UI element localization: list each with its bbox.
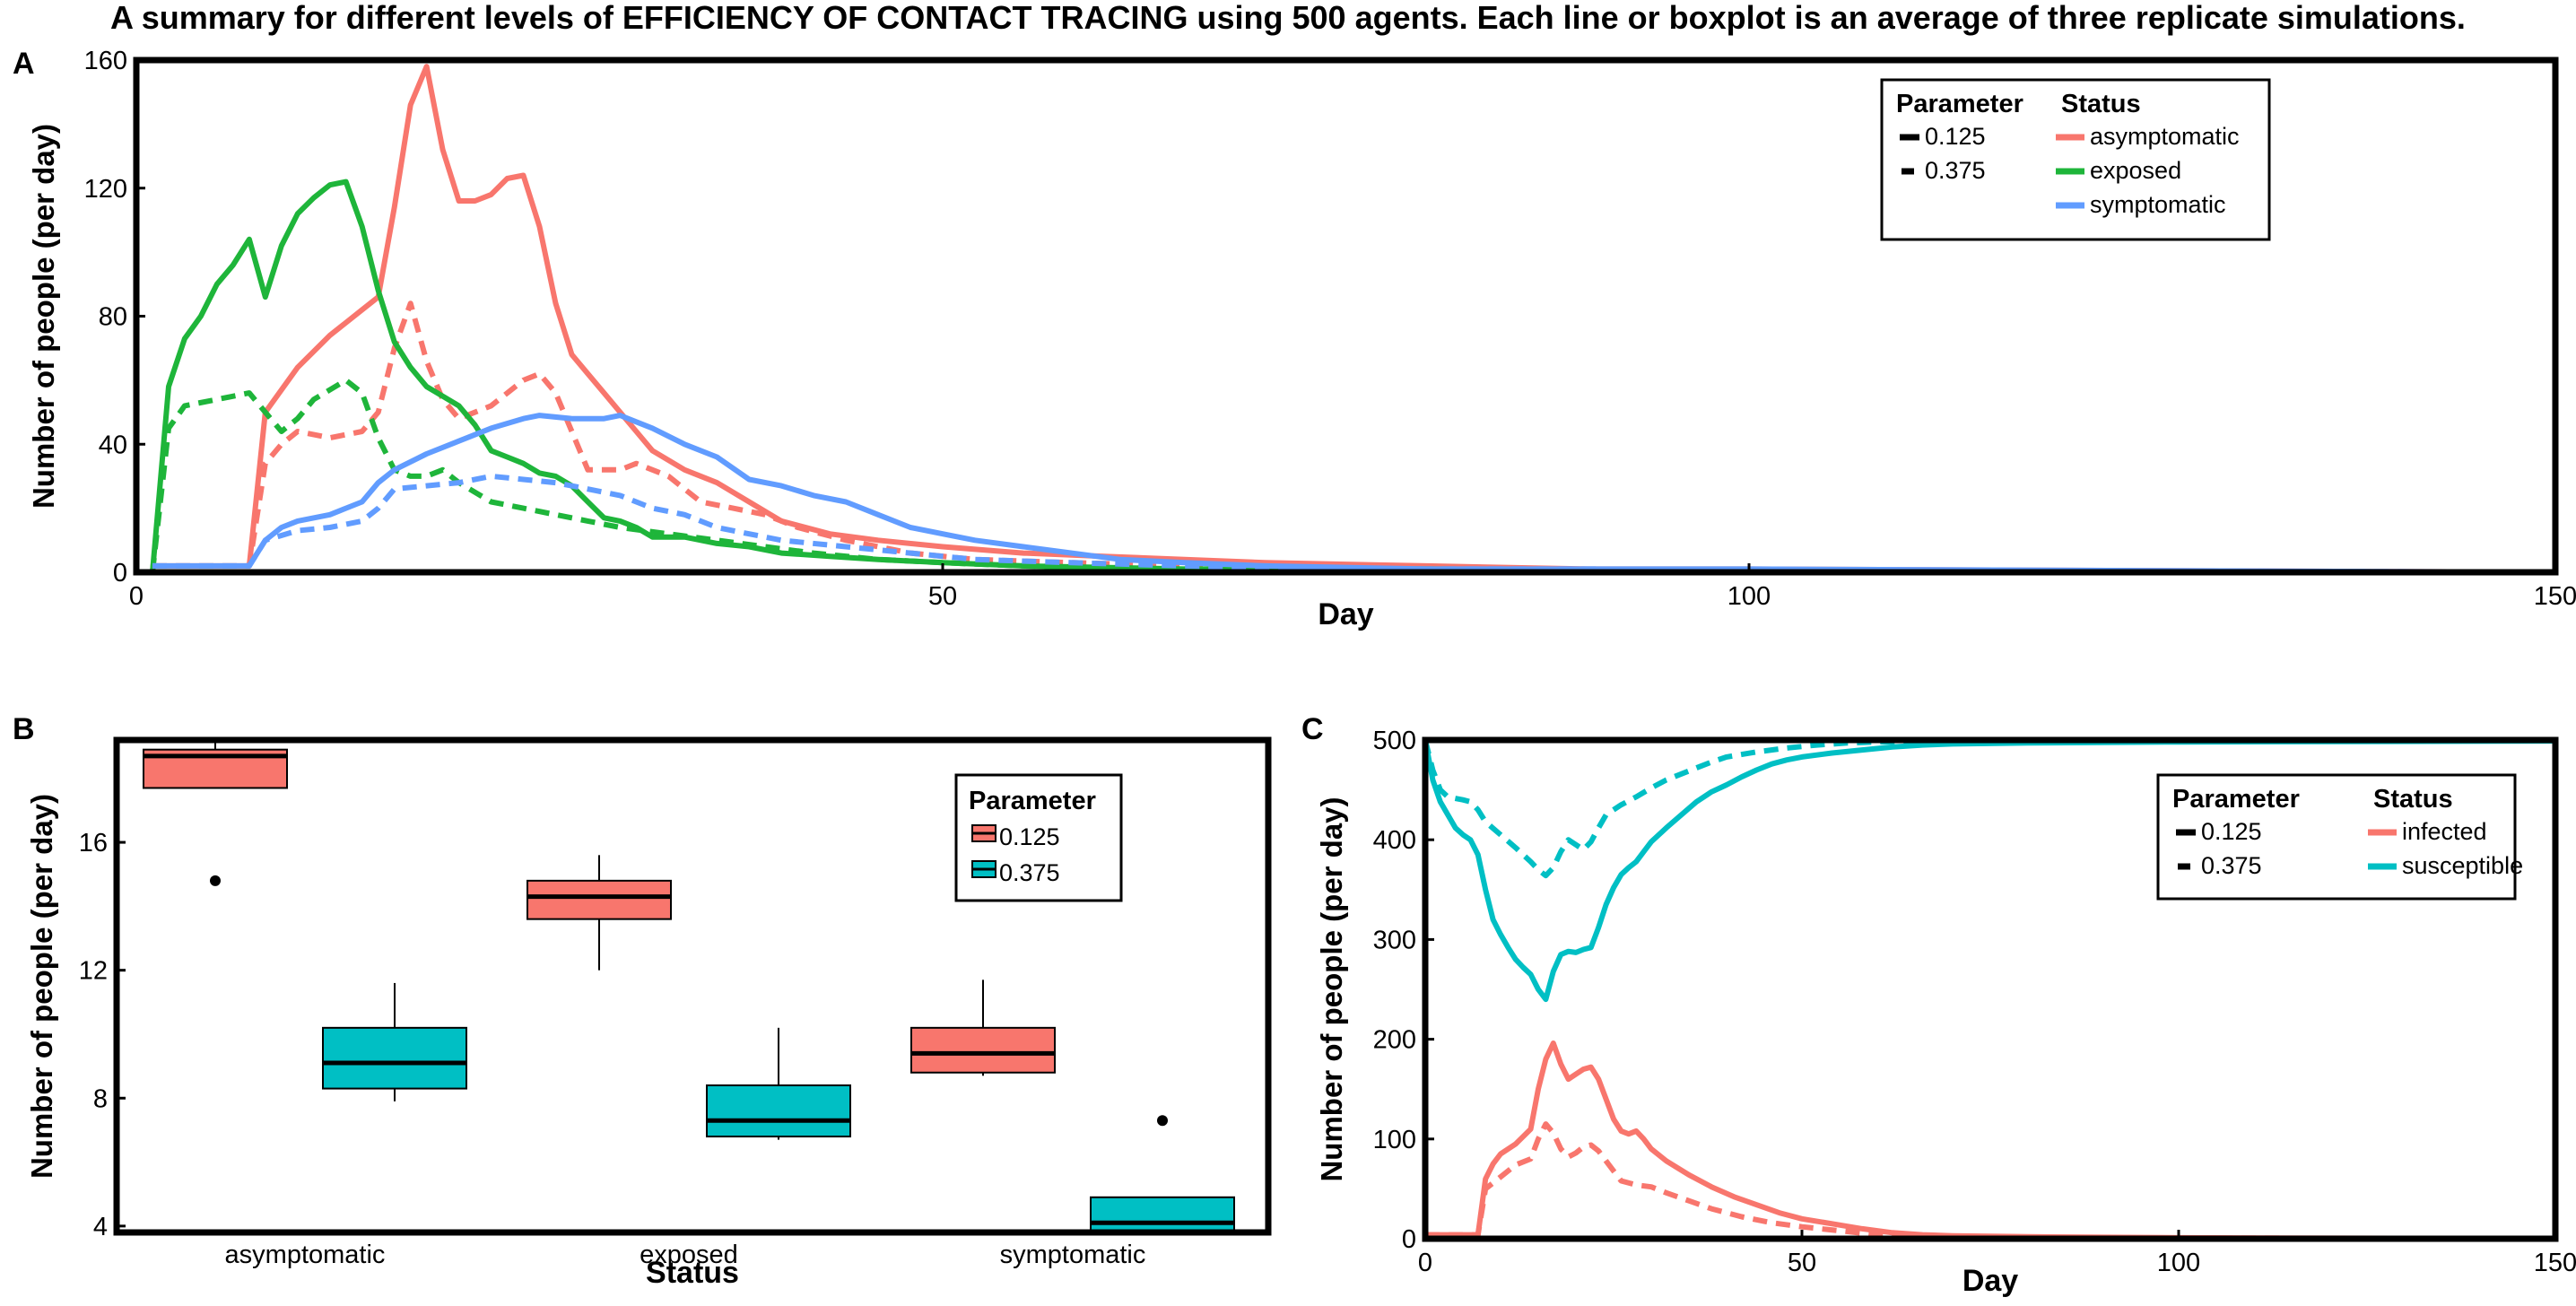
legend-title-parameter: Parameter — [2172, 785, 2300, 814]
x-tick-label: 50 — [928, 582, 957, 611]
series-susceptible-0_125 — [1423, 738, 2556, 1003]
box-iqr — [527, 879, 672, 920]
legend-label-status: susceptible — [2402, 852, 2523, 879]
outlier-point — [1157, 1115, 1168, 1127]
series-susceptible-0_375 — [1423, 737, 2555, 879]
panel-a: A 0 50 100 150 0 40 80 120 160 Day Number of peopl… — [13, 47, 2576, 631]
plot-frame — [1422, 736, 2559, 1242]
box-iqr — [1090, 1196, 1235, 1232]
x-tick-label: symptomatic — [1000, 1241, 1146, 1269]
y-tick-label: 0 — [113, 559, 127, 588]
legend-label-parameter: 0.125 — [2201, 818, 2262, 845]
y-tick-label: 500 — [1373, 727, 1416, 755]
panel-a-letter: A — [13, 47, 35, 81]
legend-label-parameter: 0.375 — [999, 859, 1060, 886]
legend: Parameter Status 0.125 0.375 infected suscept… — [2156, 773, 2523, 901]
y-tick-label: 200 — [1373, 1026, 1416, 1055]
legend-label-parameter: 0.125 — [1925, 123, 1986, 150]
figure-title: A summary for different levels of EFFICI… — [110, 0, 2466, 36]
plot-frame — [113, 736, 1272, 1236]
legend-title-parameter: Parameter — [1896, 90, 2023, 118]
series-infected-0_375 — [1425, 1121, 2556, 1241]
panel-b: B 4 8 12 16 asymptomatic exposed symptomatic St… — [13, 712, 1272, 1290]
legend-label-parameter: 0.375 — [1925, 157, 1986, 184]
y-tick-label: 120 — [84, 175, 127, 204]
y-tick-label: 0 — [1402, 1225, 1416, 1254]
outlier-point — [210, 875, 221, 886]
series-exposed-0_375 — [150, 377, 2556, 575]
y-tick-label: 160 — [84, 47, 127, 75]
legend-label-status: infected — [2402, 818, 2487, 845]
legend: Parameter Status 0.125 0.375 asymptomatic exp… — [1880, 78, 2271, 241]
series-symptomatic-0_375 — [152, 473, 2556, 575]
boxplot-area — [143, 740, 1235, 1232]
box-symptomatic-0_125 — [910, 980, 1056, 1076]
x-tick-label: 150 — [2534, 582, 2576, 611]
y-axis-label: Number of people (per day) — [27, 124, 60, 509]
legend-label-status: asymptomatic — [2090, 123, 2240, 150]
x-axis-label: Day — [1962, 1264, 2018, 1298]
x-tick-label: 100 — [2157, 1249, 2200, 1277]
series-asymptomatic-0_375 — [152, 300, 2555, 575]
series-infected-0_125 — [1425, 1040, 2556, 1241]
x-tick-label: exposed — [640, 1241, 738, 1269]
y-tick-label: 80 — [99, 303, 127, 332]
x-tick-label: 100 — [1727, 582, 1771, 611]
box-asymptomatic-0_375 — [322, 982, 467, 1101]
y-tick-label: 400 — [1373, 826, 1416, 855]
x-tick-label: 150 — [2534, 1249, 2576, 1277]
panel-c: C 0 50 100 150 0 100 200 300 400 500 Day Number of … — [1301, 712, 2576, 1298]
legend-label-parameter: 0.125 — [999, 823, 1060, 850]
box-iqr — [322, 1026, 467, 1090]
series-exposed-0_125 — [150, 178, 2556, 575]
legend-title-status: Status — [2373, 785, 2453, 814]
y-axis-label: Number of people (per day) — [1315, 797, 1348, 1181]
legend: Parameter 0.125 0.375 — [954, 773, 1123, 902]
y-tick-label: 40 — [99, 431, 127, 459]
y-tick-label: 300 — [1373, 926, 1416, 954]
box-iqr — [706, 1084, 851, 1138]
box-iqr — [910, 1026, 1056, 1074]
x-tick-label: 0 — [1418, 1249, 1432, 1277]
series-symptomatic-0_125 — [152, 413, 2556, 575]
x-axis-label: Day — [1318, 597, 1373, 631]
box-symptomatic-0_375 — [1090, 1115, 1235, 1232]
x-tick-label: 0 — [129, 582, 144, 611]
legend-box — [2156, 773, 2517, 901]
legend-title-parameter: Parameter — [969, 787, 1096, 815]
legend-box — [1880, 78, 2271, 241]
box-asymptomatic-0_125 — [143, 740, 288, 886]
y-tick-label: 12 — [79, 957, 108, 986]
y-axis-label: Number of people (per day) — [25, 794, 58, 1179]
legend-label-parameter: 0.375 — [2201, 852, 2262, 879]
legend-label-status: exposed — [2090, 157, 2181, 184]
x-tick-label: 50 — [1788, 1249, 1816, 1277]
box-exposed-0_125 — [527, 855, 672, 971]
legend-title-status: Status — [2061, 90, 2141, 118]
panel-b-letter: B — [13, 712, 35, 746]
y-tick-label: 4 — [93, 1213, 108, 1241]
y-tick-label: 100 — [1373, 1126, 1416, 1154]
x-tick-label: asymptomatic — [225, 1241, 386, 1269]
panel-c-letter: C — [1301, 712, 1324, 746]
y-tick-label: 8 — [93, 1084, 108, 1113]
y-tick-label: 16 — [79, 829, 108, 858]
x-axis-label: Status — [646, 1256, 739, 1290]
box-exposed-0_375 — [706, 1027, 851, 1140]
legend-label-status: symptomatic — [2090, 191, 2226, 218]
